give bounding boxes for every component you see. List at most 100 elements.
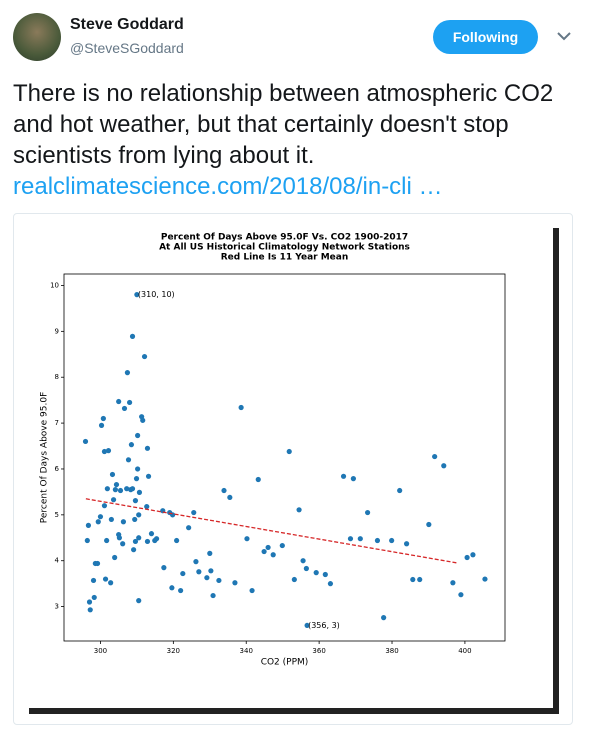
scatter-point [204,575,210,581]
scatter-point [124,370,131,376]
scatter-point [112,487,118,493]
trend-line [85,498,458,564]
scatter-point [450,580,456,586]
scatter-point [120,519,127,525]
scatter-point [100,415,106,422]
scatter-point [261,548,267,555]
scatter-point [104,486,110,492]
scatter-point [350,476,356,482]
scatter-point [117,487,124,494]
scatter-point [207,550,213,556]
scatter-point [291,576,297,583]
scatter-point [105,448,112,454]
scatter-point [169,585,175,591]
scatter-point [113,481,120,488]
scatter-point [94,560,101,567]
scatter-point [303,565,309,572]
scatter-point [153,536,160,542]
scatter-point [136,512,142,518]
scatter-point [180,570,186,577]
scatter-point [101,503,108,509]
scatter-point [136,598,142,604]
scatter-point [144,503,150,510]
scatter-point [95,519,101,525]
scatter-point [210,592,216,599]
scatter-point [102,576,109,582]
scatter-point [136,535,142,541]
tweet-text: There is no relationship between atmosph… [13,78,578,202]
scatter-point [148,531,155,537]
scatter-point [85,522,92,528]
x-axis-label: CO2 (PPM) [261,658,309,668]
scatter-point [381,615,387,621]
scatter-point [357,536,363,542]
scatter-point [441,463,447,469]
scatter-point [313,570,319,576]
user-name[interactable]: Steve Goddard [70,16,184,33]
scatter-point [300,558,306,564]
menu-chevron[interactable] [556,28,572,44]
annotation: (356, 3) [308,621,340,630]
y-tick-label: 7 [55,419,59,427]
scatter-point [145,473,152,479]
scatter-point [129,486,136,492]
scatter-point [227,494,233,501]
scatter-point [221,487,227,494]
scatter-point [101,448,108,455]
x-tick-label: 320 [167,647,180,655]
follow-button[interactable]: Following [433,20,538,54]
scatter-point [129,333,136,339]
scatter-point [135,466,141,472]
scatter-point [174,537,180,544]
y-tick-label: 8 [55,373,59,381]
scatter-point [322,571,328,578]
scatter-point [193,559,199,565]
scatter-point [87,607,93,613]
scatter-point [109,471,116,478]
scatter-point [86,599,93,605]
annotation: (310, 10) [138,290,175,299]
scatter-point [279,542,285,549]
scatter-point [208,568,214,574]
scatter-point [417,576,423,583]
scatter-point [131,547,137,553]
plot-frame [63,273,506,642]
scatter-point [112,554,118,561]
scatter-point [244,536,250,542]
scatter-point [110,497,117,503]
scatter-point [464,554,470,561]
media-card[interactable] [13,213,573,725]
tweet-link[interactable]: realclimatescience.com/2018/08/in-cli … [13,173,443,200]
scatter-point [458,592,464,598]
scatter-point [104,537,110,544]
scatter-point [265,544,271,551]
x-tick-label: 400 [458,647,471,655]
y-tick-label: 9 [55,327,59,335]
scatter-point [238,404,244,411]
scatter-point [124,486,130,492]
user-handle[interactable]: @SteveSGoddard [70,40,184,56]
scatter-point [128,442,135,448]
scatter-point [327,581,334,587]
scatter-point [470,552,476,558]
x-tick-label: 380 [385,647,398,655]
scatter-point [98,422,105,428]
scatter-point [482,576,488,582]
scatter-point [347,536,354,542]
scatter-point [141,353,148,360]
scatter-point [397,487,403,494]
scatter-point [90,577,97,584]
scatter-point [97,514,104,520]
avatar[interactable] [13,13,61,61]
chart-title: Red Line Is 11 Year Mean [221,253,349,263]
scatter-point [116,535,122,541]
scatter-point [403,541,410,547]
scatter-point [389,537,395,544]
scatter-point [144,445,151,451]
scatter-point [216,577,222,584]
scatter-point [270,552,276,558]
y-tick-label: 4 [55,557,60,565]
scatter-point [186,525,192,531]
